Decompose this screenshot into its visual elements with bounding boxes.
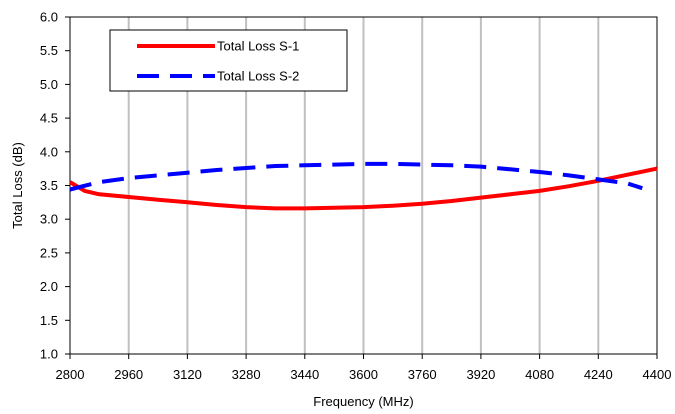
y-tick-label: 2.5 [40, 245, 58, 260]
legend-label-s1: Total Loss S-1 [217, 39, 299, 54]
series-line-s1 [68, 166, 658, 211]
y-tick-label: 5.0 [40, 77, 58, 92]
y-tick-label: 3.0 [40, 212, 58, 227]
x-tick-label: 3280 [232, 367, 261, 382]
y-tick-label: 4.0 [40, 144, 58, 159]
series-line-s2 [69, 161, 643, 192]
x-tick-label: 3920 [466, 367, 495, 382]
y-tick-label: 5.5 [40, 43, 58, 58]
legend-label-s2: Total Loss S-2 [217, 69, 299, 84]
legend-box [109, 29, 348, 92]
y-tick-label: 3.5 [40, 178, 58, 193]
series-group [68, 161, 658, 211]
x-tick-label: 3760 [408, 367, 437, 382]
x-tick-label: 3440 [290, 367, 319, 382]
x-tick-label: 4400 [643, 367, 672, 382]
y-tick-label: 6.0 [40, 10, 58, 25]
y-tick-label: 1.5 [40, 313, 58, 328]
x-tick-label: 3120 [173, 367, 202, 382]
y-tick-label: 2.0 [40, 279, 58, 294]
x-tick-label: 4240 [584, 367, 613, 382]
y-tick-label: 4.5 [40, 111, 58, 126]
legend: Total Loss S-1 Total Loss S-2 [109, 29, 348, 92]
axis-ticks: 2800 2960 3120 3280 3440 3600 3760 3920 4080 4240… [40, 10, 672, 383]
x-tick-label: 2960 [114, 367, 143, 382]
y-tick-label: 1.0 [40, 347, 58, 362]
x-tick-label: 4080 [525, 367, 554, 382]
x-tick-label: 2800 [56, 367, 85, 382]
x-tick-label: 3600 [349, 367, 378, 382]
y-axis-label: Total Loss (dB) [10, 142, 25, 229]
x-axis-label: Frequency (MHz) [313, 394, 413, 409]
